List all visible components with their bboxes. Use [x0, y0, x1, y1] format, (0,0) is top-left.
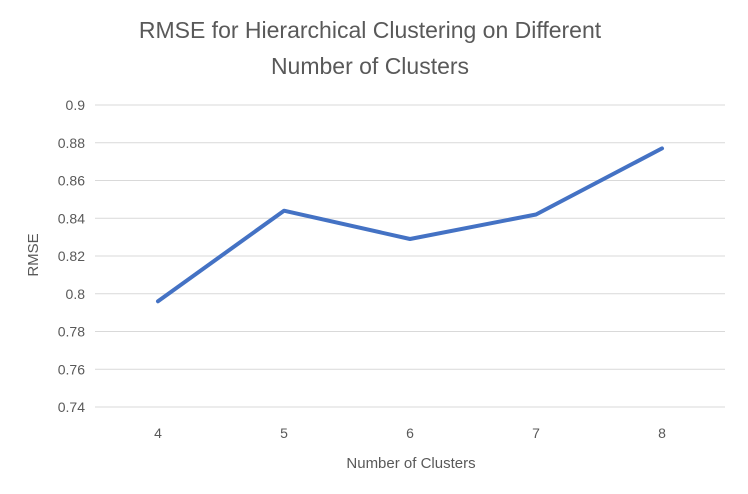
x-axis-tick-labels: 4 5 6 7 8: [154, 425, 666, 441]
chart-title-line-1: RMSE for Hierarchical Clustering on Diff…: [139, 17, 602, 43]
chart-title-line-2: Number of Clusters: [271, 53, 469, 79]
x-tick-label: 8: [658, 425, 666, 441]
y-tick-label: 0.9: [66, 97, 86, 113]
chart-title: RMSE for Hierarchical Clustering on Diff…: [139, 17, 602, 79]
y-tick-label: 0.76: [58, 361, 85, 377]
y-tick-label: 0.84: [58, 210, 85, 226]
x-tick-label: 7: [532, 425, 540, 441]
y-tick-label: 0.86: [58, 173, 85, 189]
y-tick-label: 0.8: [66, 286, 86, 302]
y-tick-label: 0.88: [58, 135, 85, 151]
y-axis-label: RMSE: [25, 233, 42, 276]
x-tick-label: 4: [154, 425, 162, 441]
y-tick-label: 0.82: [58, 248, 85, 264]
gridlines: [95, 104, 725, 408]
y-tick-label: 0.74: [58, 399, 85, 415]
series: [156, 146, 664, 304]
y-tick-label: 0.78: [58, 324, 85, 340]
y-axis-tick-labels: 0.9 0.88 0.86 0.84 0.82 0.8 0.78 0.76 0.74: [58, 97, 85, 415]
x-tick-label: 5: [280, 425, 288, 441]
x-tick-label: 6: [406, 425, 414, 441]
x-axis-label: Number of Clusters: [346, 455, 475, 472]
series-line: [156, 146, 664, 304]
